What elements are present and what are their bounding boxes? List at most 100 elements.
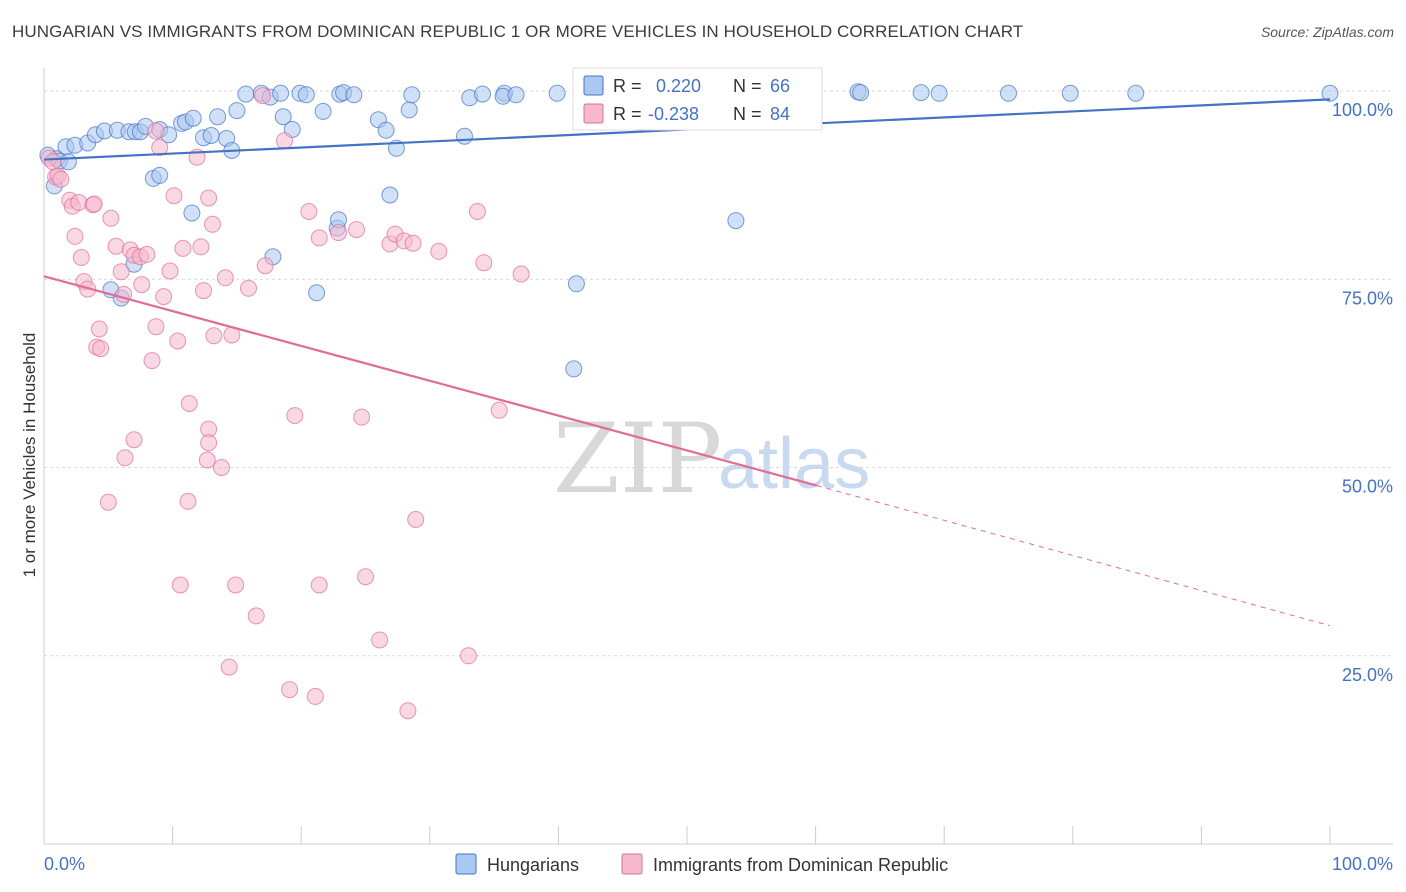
data-point	[59, 153, 77, 171]
data-point	[209, 108, 227, 126]
data-point	[72, 249, 90, 266]
data-point	[174, 239, 192, 257]
watermark-atlas: atlas	[718, 424, 870, 504]
stats-n-value-dominican: 84	[770, 104, 790, 124]
series-dominican	[40, 84, 723, 720]
data-point	[308, 284, 326, 302]
data-point	[216, 269, 234, 287]
data-point	[310, 229, 328, 247]
data-point	[300, 203, 318, 220]
data-point	[912, 84, 930, 102]
data-point	[133, 276, 151, 294]
data-point	[272, 84, 290, 102]
data-point	[220, 658, 238, 676]
data-point	[107, 237, 125, 255]
data-point	[169, 332, 187, 350]
data-point	[567, 275, 585, 293]
data-point	[44, 153, 62, 171]
data-point	[727, 212, 745, 230]
data-point	[930, 84, 948, 102]
data-point	[1061, 84, 1079, 102]
data-point	[377, 121, 395, 139]
data-point	[92, 340, 110, 358]
data-point	[565, 360, 583, 378]
legend-label-dominican: Immigrants from Dominican Republic	[653, 855, 948, 875]
data-point	[116, 449, 134, 467]
y-axis-title: 1 or more Vehicles in Household	[20, 333, 39, 578]
stats-legend: R = 0.220 N = 66 R = -0.238 N = 84	[572, 67, 823, 131]
stats-r-value-hungarians: 0.220	[656, 76, 701, 96]
data-point	[474, 85, 491, 103]
data-point	[403, 86, 421, 104]
data-point	[171, 576, 189, 594]
source-label: Source: ZipAtlas.com	[1260, 24, 1394, 40]
data-point	[112, 263, 130, 281]
data-point	[548, 84, 566, 102]
data-point	[90, 320, 108, 338]
data-point	[200, 189, 218, 207]
stats-swatch-hungarians	[583, 75, 604, 96]
x-tick-labels: 0.0% 100.0%	[44, 854, 1393, 874]
data-point	[357, 568, 374, 586]
data-point	[353, 408, 371, 426]
data-point	[286, 407, 304, 425]
data-point	[138, 245, 156, 263]
data-point	[200, 434, 218, 452]
stats-swatch-dominican	[583, 103, 604, 124]
data-point	[151, 166, 169, 184]
data-point	[195, 282, 212, 300]
trend-lines	[43, 98, 1331, 627]
data-point	[66, 227, 84, 245]
data-point	[314, 102, 332, 120]
stats-box-frame	[572, 67, 823, 131]
data-point	[254, 87, 272, 105]
data-point	[345, 86, 363, 104]
data-point	[1000, 84, 1017, 102]
data-point	[274, 108, 292, 126]
data-point	[70, 194, 88, 211]
data-point	[490, 401, 508, 419]
data-point	[256, 257, 274, 275]
data-point	[155, 288, 173, 306]
legend: Hungarians Immigrants from Dominican Rep…	[455, 853, 948, 875]
data-point	[281, 681, 299, 699]
data-point	[247, 607, 265, 625]
data-point	[192, 238, 210, 256]
data-point	[507, 86, 525, 104]
data-point	[99, 493, 117, 511]
data-point	[147, 122, 165, 140]
data-point	[161, 262, 179, 280]
data-point	[179, 492, 197, 510]
data-point	[310, 576, 328, 594]
trend-line-dominican	[43, 275, 818, 487]
data-point	[228, 102, 246, 120]
data-point	[400, 101, 418, 119]
legend-swatch-hungarians	[455, 853, 477, 875]
legend-label-hungarians: Hungarians	[487, 855, 579, 875]
data-point	[102, 209, 120, 227]
data-point	[205, 327, 223, 345]
data-point	[276, 132, 293, 150]
data-point	[430, 242, 448, 260]
stats-r-label-1: R =	[613, 76, 642, 96]
data-point	[52, 170, 70, 188]
data-point	[399, 702, 417, 720]
data-point	[407, 511, 425, 528]
data-point	[147, 318, 165, 336]
data-point	[512, 265, 530, 283]
data-point	[180, 395, 198, 412]
stats-r-label-2: R =	[613, 104, 642, 124]
data-point	[240, 279, 257, 297]
data-point	[371, 631, 389, 649]
stats-r-value-dominican: -0.238	[648, 104, 699, 124]
stats-n-label-2: N =	[733, 104, 762, 124]
x-tick-min: 0.0%	[44, 854, 85, 874]
axes	[43, 68, 1393, 845]
data-point	[183, 204, 201, 222]
legend-swatch-dominican	[621, 853, 643, 875]
y-tick-label: 75.0%	[1342, 288, 1393, 308]
data-point	[227, 576, 245, 594]
data-point	[1321, 84, 1339, 102]
data-point	[151, 139, 169, 156]
